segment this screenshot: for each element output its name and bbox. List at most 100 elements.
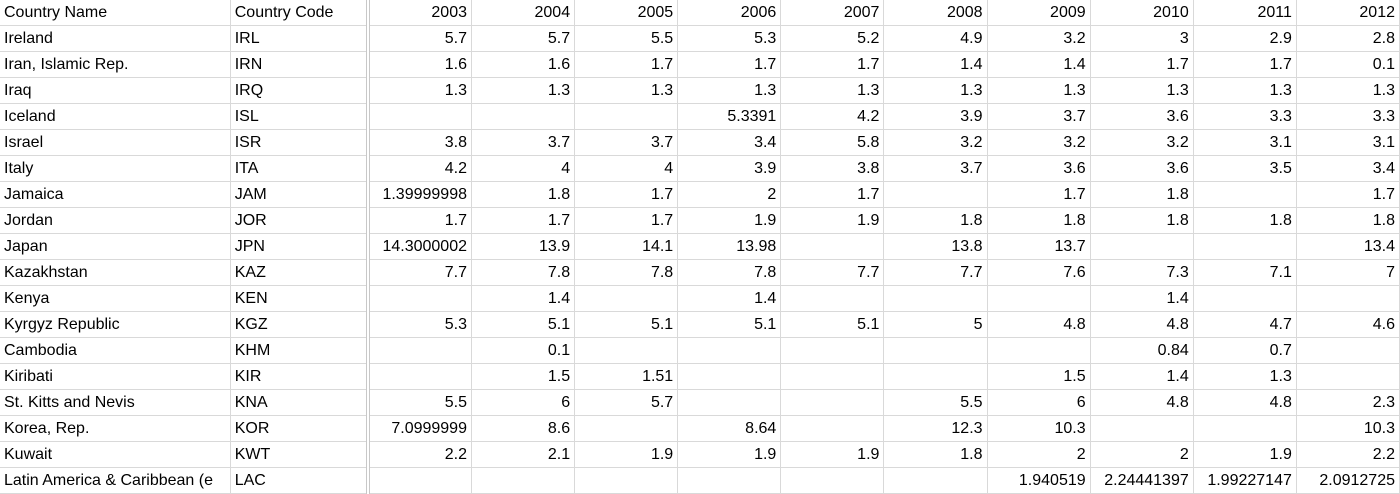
- data-cell[interactable]: 13.7: [987, 233, 1091, 260]
- data-cell[interactable]: [574, 337, 679, 364]
- data-cell[interactable]: 5.7: [574, 389, 679, 416]
- data-cell[interactable]: 1.3: [1193, 363, 1297, 390]
- data-cell[interactable]: 4.2: [368, 155, 472, 182]
- data-cell[interactable]: [574, 285, 679, 312]
- data-cell[interactable]: 7.8: [471, 259, 576, 286]
- data-cell[interactable]: 7.8: [574, 259, 679, 286]
- data-cell[interactable]: [677, 337, 782, 364]
- data-cell[interactable]: 3.6: [987, 155, 1091, 182]
- data-cell[interactable]: [1193, 415, 1297, 442]
- data-cell[interactable]: 7: [1296, 259, 1400, 286]
- data-cell[interactable]: 1.7: [677, 51, 782, 78]
- data-cell[interactable]: 7.3: [1090, 259, 1194, 286]
- data-cell[interactable]: 3.2: [883, 129, 988, 156]
- data-cell[interactable]: KOR: [230, 415, 371, 442]
- data-cell[interactable]: Iran, Islamic Rep.: [0, 51, 231, 78]
- data-cell[interactable]: 1.4: [987, 51, 1091, 78]
- data-cell[interactable]: 5.3391: [677, 103, 782, 130]
- data-cell[interactable]: [368, 467, 472, 494]
- data-cell[interactable]: 5.1: [780, 311, 885, 338]
- data-cell[interactable]: Kazakhstan: [0, 259, 231, 286]
- data-cell[interactable]: Iceland: [0, 103, 231, 130]
- data-cell[interactable]: 1.8: [883, 441, 988, 468]
- data-cell[interactable]: KNA: [230, 389, 371, 416]
- data-cell[interactable]: 2.0912725: [1296, 467, 1400, 494]
- data-cell[interactable]: [780, 337, 885, 364]
- data-cell[interactable]: 3.4: [1296, 155, 1400, 182]
- data-cell[interactable]: IRQ: [230, 77, 371, 104]
- data-cell[interactable]: Iraq: [0, 77, 231, 104]
- data-cell[interactable]: Kyrgyz Republic: [0, 311, 231, 338]
- data-cell[interactable]: 1.4: [1090, 285, 1194, 312]
- data-cell[interactable]: 1.3: [1090, 77, 1194, 104]
- data-cell[interactable]: 5.5: [574, 25, 679, 52]
- data-cell[interactable]: 3.9: [677, 155, 782, 182]
- data-cell[interactable]: 3.5: [1193, 155, 1297, 182]
- data-cell[interactable]: 2.1: [471, 441, 576, 468]
- data-cell[interactable]: [780, 415, 885, 442]
- data-cell[interactable]: 1.3: [1193, 77, 1297, 104]
- data-cell[interactable]: 1.6: [471, 51, 576, 78]
- data-cell[interactable]: 3.3: [1296, 103, 1400, 130]
- data-cell[interactable]: Japan: [0, 233, 231, 260]
- data-cell[interactable]: 5.3: [368, 311, 472, 338]
- data-cell[interactable]: [677, 389, 782, 416]
- data-cell[interactable]: Jordan: [0, 207, 231, 234]
- data-cell[interactable]: 2: [1090, 441, 1194, 468]
- data-cell[interactable]: 1.7: [368, 207, 472, 234]
- data-cell[interactable]: 13.8: [883, 233, 988, 260]
- data-cell[interactable]: [780, 389, 885, 416]
- header-cell[interactable]: 2012: [1296, 0, 1400, 26]
- data-cell[interactable]: 2.24441397: [1090, 467, 1194, 494]
- data-cell[interactable]: KIR: [230, 363, 371, 390]
- data-cell[interactable]: KGZ: [230, 311, 371, 338]
- data-cell[interactable]: 1.7: [987, 181, 1091, 208]
- data-cell[interactable]: 5.1: [574, 311, 679, 338]
- data-cell[interactable]: 7.0999999: [368, 415, 472, 442]
- data-cell[interactable]: 1.9: [677, 207, 782, 234]
- data-cell[interactable]: JOR: [230, 207, 371, 234]
- data-cell[interactable]: 1.9: [1193, 441, 1297, 468]
- data-cell[interactable]: 1.7: [1193, 51, 1297, 78]
- data-cell[interactable]: 1.7: [1090, 51, 1194, 78]
- data-cell[interactable]: [987, 337, 1091, 364]
- data-cell[interactable]: 3.2: [987, 129, 1091, 156]
- data-cell[interactable]: [1296, 363, 1400, 390]
- data-cell[interactable]: 4: [471, 155, 576, 182]
- data-cell[interactable]: [1296, 337, 1400, 364]
- data-cell[interactable]: 1.5: [987, 363, 1091, 390]
- data-cell[interactable]: 1.3: [471, 77, 576, 104]
- data-cell[interactable]: 1.7: [471, 207, 576, 234]
- data-cell[interactable]: Italy: [0, 155, 231, 182]
- data-cell[interactable]: 3.9: [883, 103, 988, 130]
- data-cell[interactable]: 1.51: [574, 363, 679, 390]
- data-cell[interactable]: 1.8: [883, 207, 988, 234]
- data-cell[interactable]: 4.7: [1193, 311, 1297, 338]
- data-cell[interactable]: 1.3: [780, 77, 885, 104]
- data-cell[interactable]: Israel: [0, 129, 231, 156]
- data-cell[interactable]: [883, 337, 988, 364]
- data-cell[interactable]: 1.940519: [987, 467, 1091, 494]
- data-cell[interactable]: 6: [987, 389, 1091, 416]
- data-cell[interactable]: LAC: [230, 467, 371, 494]
- data-cell[interactable]: [1193, 233, 1297, 260]
- data-cell[interactable]: 7.1: [1193, 259, 1297, 286]
- data-cell[interactable]: [780, 467, 885, 494]
- data-cell[interactable]: 10.3: [1296, 415, 1400, 442]
- data-cell[interactable]: 3.1: [1193, 129, 1297, 156]
- data-cell[interactable]: Kenya: [0, 285, 231, 312]
- data-cell[interactable]: 13.98: [677, 233, 782, 260]
- header-cell[interactable]: 2010: [1090, 0, 1194, 26]
- data-cell[interactable]: 13.9: [471, 233, 576, 260]
- data-cell[interactable]: 13.4: [1296, 233, 1400, 260]
- data-cell[interactable]: 3: [1090, 25, 1194, 52]
- data-cell[interactable]: 2: [987, 441, 1091, 468]
- data-cell[interactable]: 1.7: [574, 51, 679, 78]
- data-cell[interactable]: JAM: [230, 181, 371, 208]
- data-cell[interactable]: 1.3: [677, 77, 782, 104]
- data-cell[interactable]: IRN: [230, 51, 371, 78]
- data-cell[interactable]: 1.4: [1090, 363, 1194, 390]
- data-cell[interactable]: 3.1: [1296, 129, 1400, 156]
- data-cell[interactable]: [1193, 285, 1297, 312]
- header-cell[interactable]: Country Code: [230, 0, 371, 26]
